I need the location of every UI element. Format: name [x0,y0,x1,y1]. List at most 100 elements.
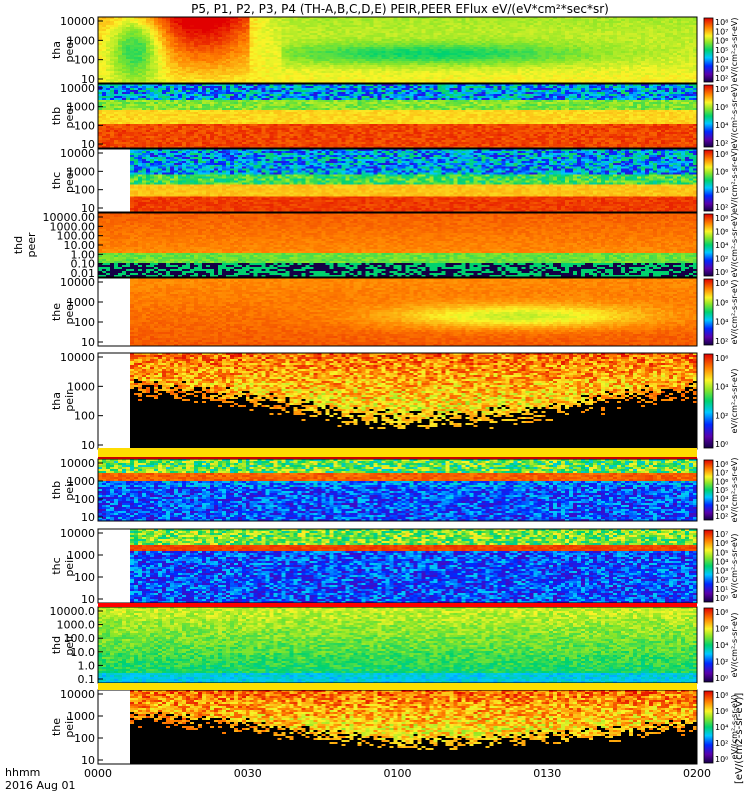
y-axis-label: peer [63,37,76,63]
y-tick-label: 10000 [60,527,95,540]
colorbar-tick-label: 10⁵ [715,46,728,55]
spectrogram-image [98,149,697,212]
y-axis-label: the [50,303,63,321]
x-tick-label: 0100 [384,767,412,780]
colorbar-tick-label: 10³ [715,503,728,512]
colorbar-tick-label: 10⁰ [715,674,728,683]
y-tick-label: 100 [74,54,95,67]
colorbar-tick-label: 10⁴ [715,383,728,392]
y-axis-label: the [50,718,63,736]
y-tick-label: 10 [81,73,95,86]
y-tick-label: 1000.00 [50,220,96,233]
y-tick-label: 0.1 [78,673,96,686]
colorbar-tick-label: 10² [715,658,728,667]
spectrogram-panel: 10000 1000 100 10 tha peir 10⁶ 10⁴ 10² 10⁰eV/(cm²… [50,351,739,452]
y-tick-label: 1000 [67,101,95,114]
colorbar-tick-label: 10² [715,139,728,148]
spectrogram-image [98,17,697,83]
colorbar-tick-label: 10² [715,74,728,83]
y-axis-label: peir [63,390,76,412]
colorbar-unit: eV/(cm²-s-sr-eV) [730,148,739,213]
colorbar-tick-label: 10² [715,411,728,420]
panel-frame [97,148,698,213]
y-tick-label: 10 [81,511,95,524]
colorbar-tick-label: 10⁶ [715,103,728,112]
y-tick-label: 10000 [60,457,95,470]
colorbar-unit-label: [eV/(cm2-s-sr-eV)] [734,693,745,784]
y-axis-label: thc [50,557,63,574]
colorbar-tick-label: 10⁸ [715,150,728,159]
colorbar-unit: eV/(cm²-s-sr-eV) [730,534,739,599]
spectrogram-image [98,213,697,277]
y-axis-label: peer [63,299,76,325]
colorbar-tick-label: 10⁸ [715,279,728,288]
y-tick-label: 1000.0 [57,619,96,632]
status-strip [98,683,697,690]
colorbar-unit: eV/(cm²-s-sr-eV) [730,369,739,434]
colorbar-tick-label: 10² [715,739,728,748]
colorbar-tick-label: 10⁴ [715,723,728,732]
status-strip [98,603,697,607]
y-tick-label: 10.0 [71,646,96,659]
colorbar-unit: eV/(cm²-s-sr-eV) [730,280,739,345]
colorbar-tick-label: 10⁷ [715,469,728,478]
colorbar-tick-label: 10² [715,576,728,585]
spectrogram-panel: 10000 1000 100 10 thb peir 10⁸10⁷10⁶10⁵10⁴10³1… [50,457,739,524]
y-tick-label: 1000 [67,549,95,562]
colorbar-tick-label: 10³ [715,567,728,576]
y-axis-label: thb [50,107,63,125]
panel-frame [97,16,698,84]
colorbar-unit: eV/(cm²-s-sr-eV) [730,18,739,83]
y-axis-label: thd [50,636,63,654]
panel-frame [97,277,698,347]
spectrogram-panel: 10000 1000 100 10 thc peer 10⁸ 10⁶ 10⁴ 10² eV/(cm²… [50,147,739,215]
y-tick-label: 100 [74,571,95,584]
y-tick-label: 10000.0 [50,605,96,618]
x-tick-label: 0200 [683,767,711,780]
spectrogram-panel: 10000 1000 100 10 the peir 10⁸ 10⁶ 10⁴ 10² 10⁰eV/(… [50,688,739,767]
y-axis-label: peir [63,634,76,656]
y-tick-label: 10000.00 [43,211,96,224]
spectrogram-panel: 10000 1000 100 10 thb peer 10⁸ 10⁶ 10⁴ 10² eV/(cm²… [50,82,739,151]
spectrogram-image [98,690,697,764]
colorbar [703,690,714,764]
y-tick-label: 1000 [67,380,95,393]
y-tick-label: 10000 [60,351,95,364]
colorbar-tick-label: 10⁴ [715,55,728,64]
date-label: 2016 Aug 01 [5,779,75,792]
y-tick-label: 100 [74,119,95,132]
y-tick-label: 100.0 [64,632,96,645]
spectrogram-image [98,84,697,148]
colorbar [703,278,714,346]
y-tick-label: 100 [74,732,95,745]
colorbar [703,607,714,683]
spectrogram-image [98,607,697,683]
colorbar-unit: eV/(cm²-s-sr-eV) [730,213,739,278]
colorbar-tick-label: 10⁰ [715,440,728,449]
y-tick-label: 100 [74,410,95,423]
y-tick-label: 1000 [67,710,95,723]
colorbar-tick-label: 10⁸ [715,691,728,700]
status-strip [98,448,697,459]
colorbar-tick-label: 10¹ [715,585,728,594]
y-tick-label: 10000 [60,82,95,95]
y-axis-label: tha [50,41,63,59]
y-axis-label: thc [50,172,63,189]
y-axis-label: peer [63,103,76,129]
y-tick-label: 10000 [60,147,95,160]
colorbar [703,213,714,277]
colorbar-tick-label: 10³ [715,65,728,74]
y-tick-label: 0.01 [71,267,96,280]
colorbar-tick-label: 10⁴ [715,641,728,650]
spectrogram-image [98,459,697,521]
y-axis-label: peir [63,716,76,738]
y-tick-label: 10 [81,202,95,215]
colorbar [703,529,714,603]
y-tick-label: 10000 [60,688,95,701]
colorbar-unit: eV/(cm²-s-sr-eV) [730,695,739,760]
panel-frame [97,83,698,149]
time-axis: 0000 0030 0100 0130 0200 [84,758,711,780]
